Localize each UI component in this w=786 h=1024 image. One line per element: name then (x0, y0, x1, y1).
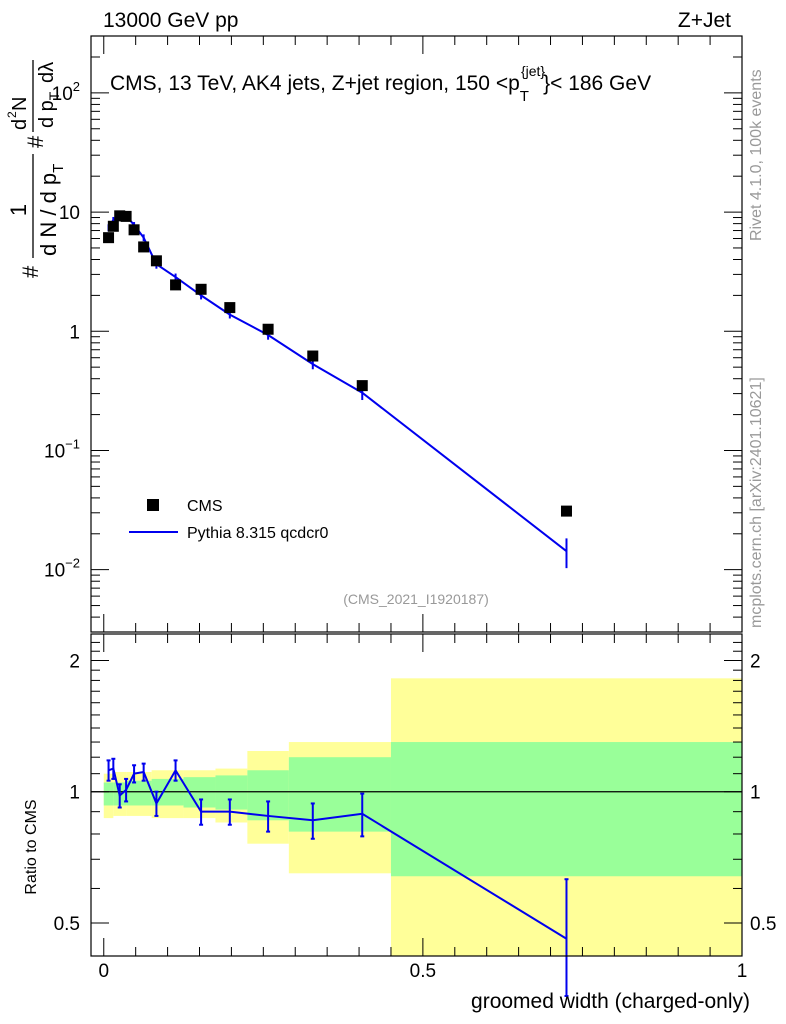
header-right: Z+Jet (678, 9, 731, 32)
ratio-band-inner (288, 757, 391, 832)
ratio-y-tick-label-left: 1 (69, 783, 80, 804)
ratio-y-tick-label-right: 2 (750, 651, 761, 672)
data-point (356, 380, 368, 392)
ratio-y-tick-label-right: 1 (750, 783, 761, 804)
header-left: 13000 GeV pp (103, 9, 238, 32)
data-point (120, 210, 132, 222)
data-point (138, 241, 150, 253)
data-point (107, 220, 119, 232)
y-tick-label: 102 (52, 79, 80, 105)
mc-line (107, 214, 568, 552)
data-point (170, 279, 182, 291)
data-point (103, 232, 115, 244)
ratio-band-inner (103, 782, 114, 806)
legend-cms-label: CMS (187, 498, 223, 515)
legend: CMS Pythia 8.315 qcdcr0 (129, 498, 329, 542)
y-tick-label: 1 (69, 322, 80, 343)
data-point (224, 302, 236, 314)
y-tick-label: 10−1 (44, 436, 80, 462)
ratio-band-inner (126, 780, 152, 806)
x-tick-label: 0.5 (410, 961, 436, 982)
main-panel-frame: 10−2 10−1 1 10 102 (44, 35, 743, 633)
ratio-band-inner (215, 775, 248, 810)
y-tick-label: 10−2 (44, 556, 80, 582)
svg-text:d N / d pT: d N / d pT (36, 164, 67, 256)
ratio-panel-frame: 0.5 0.5 1 1 2 2 0 0.5 1 (54, 633, 776, 982)
svg-text:2: 2 (5, 111, 19, 118)
svg-text:N: N (9, 97, 31, 111)
ratio-frame-box (90, 633, 743, 957)
ratio-ylabel: Ratio to CMS (23, 799, 40, 894)
svg-text:1: 1 (6, 204, 31, 216)
svg-text:d pT: d pT (36, 91, 62, 128)
ratio-y-tick-label-right: 0.5 (750, 914, 776, 935)
data-point (114, 210, 126, 222)
analysis-watermark: (CMS_2021_I1920187) (343, 591, 489, 607)
svg-text:d: d (9, 119, 31, 130)
svg-text:#: # (18, 265, 43, 278)
svg-text:dλ: dλ (36, 62, 58, 83)
main-panel-series (103, 210, 572, 569)
main-ylabel: # 1 d N / d pT # d 2 N d pT dλ (5, 60, 67, 278)
data-point (195, 283, 207, 295)
data-point (307, 350, 319, 362)
ratio-y-tick-label-left: 2 (69, 651, 80, 672)
data-point (560, 505, 572, 517)
x-tick-label: 1 (737, 961, 748, 982)
data-point (128, 224, 140, 236)
main-frame-box (90, 35, 743, 633)
ratio-panel-bands (91, 678, 742, 956)
x-axis-label: groomed width (charged-only) (471, 990, 750, 1013)
ratio-line (108, 767, 568, 940)
rivet-version-label: Rivet 4.1.0, 100k events (748, 69, 765, 241)
svg-text:#: # (23, 135, 48, 148)
data-point (262, 323, 274, 335)
main-title: CMS, 13 TeV, AK4 jets, Z+jet region, 150… (110, 63, 651, 105)
ratio-band-inner (390, 742, 742, 877)
legend-pythia-label: Pythia 8.315 qcdcr0 (187, 525, 329, 542)
data-point (150, 255, 162, 267)
y-tick-label: 10 (59, 203, 80, 224)
x-tick-label: 0 (98, 961, 109, 982)
ratio-y-tick-label-left: 0.5 (54, 914, 80, 935)
legend-cms-marker (147, 499, 159, 511)
mcplots-source-label: mcplots.cern.ch [arXiv:2401.10621] (748, 377, 765, 628)
ratio-panel-series (106, 757, 569, 998)
